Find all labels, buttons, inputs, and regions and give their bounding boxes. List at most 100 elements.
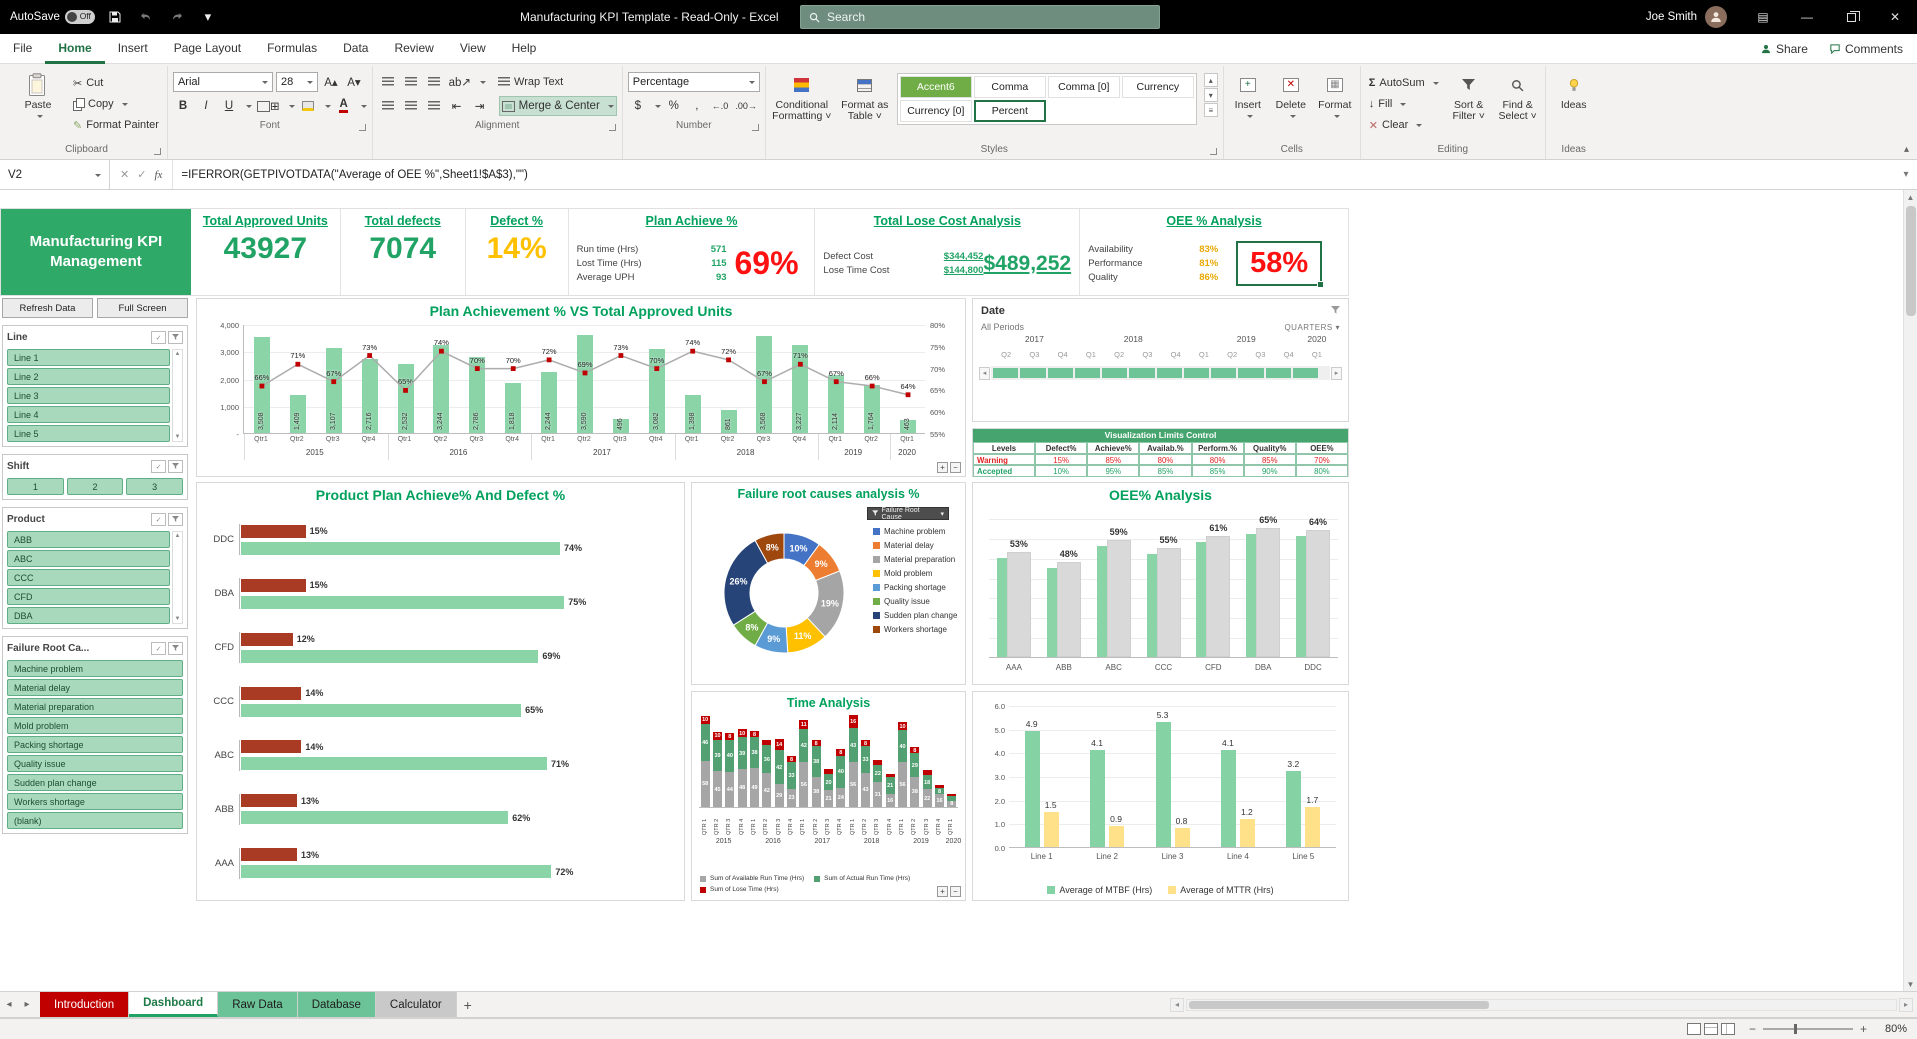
cancel-formula-button[interactable]: ✕ <box>120 168 129 181</box>
clear-button[interactable]: ✕Clear <box>1366 115 1442 135</box>
slicer-scrollbar[interactable]: ▲▼ <box>172 349 183 442</box>
italic-button[interactable]: I <box>196 96 216 116</box>
sheet-tab-introduction[interactable]: Introduction <box>40 992 129 1017</box>
underline-button[interactable]: U <box>219 96 239 116</box>
slicer-item-material-delay[interactable]: Material delay <box>7 679 183 696</box>
slicer-item-dba[interactable]: DBA <box>7 607 170 624</box>
zoom-slider[interactable] <box>1763 1028 1853 1030</box>
clipboard-dialog-launcher[interactable] <box>154 148 161 155</box>
zoom-level[interactable]: 80% <box>1877 1023 1907 1035</box>
slicer-item-line-2[interactable]: Line 2 <box>7 368 170 385</box>
collapse-field-button[interactable]: − <box>950 462 961 473</box>
scroll-right-arrow[interactable]: ▸ <box>1899 998 1913 1012</box>
zoom-out-button[interactable]: − <box>1749 1022 1756 1036</box>
timeline-scroll-right[interactable]: ▸ <box>1331 367 1342 380</box>
scroll-up-arrow[interactable]: ▲ <box>175 533 181 539</box>
vertical-scrollbar[interactable]: ▲ ▼ <box>1903 190 1917 991</box>
delete-cells-button[interactable]: ✕ Delete <box>1272 69 1310 119</box>
share-button[interactable]: Share <box>1761 42 1808 56</box>
chart-product-plan[interactable]: Product Plan Achieve% And Defect %DDC15%… <box>196 482 685 901</box>
date-timeline-panel[interactable]: DateAll PeriodsQUARTERS ▾201720182019202… <box>972 298 1349 422</box>
ribbon-display-options-button[interactable]: ▤ <box>1741 0 1785 34</box>
vertical-scroll-thumb[interactable] <box>1906 206 1916 316</box>
align-left-button[interactable] <box>378 96 398 116</box>
styles-scroll-up[interactable]: ▴ <box>1204 73 1218 87</box>
slicer-item-packing-shortage[interactable]: Packing shortage <box>7 736 183 753</box>
font-size-select[interactable]: 28 <box>276 72 318 92</box>
ribbon-tab-insert[interactable]: Insert <box>105 34 161 64</box>
normal-view-button[interactable] <box>1687 1023 1701 1035</box>
increase-decimal-button[interactable]: ←.0 <box>710 96 731 116</box>
top-align-button[interactable] <box>378 72 398 92</box>
name-box[interactable]: V2 <box>0 160 110 189</box>
slicer-item-quality-issue[interactable]: Quality issue <box>7 755 183 772</box>
slicer-item-line-4[interactable]: Line 4 <box>7 406 170 423</box>
scroll-left-arrow[interactable]: ◂ <box>1170 998 1184 1012</box>
enter-formula-button[interactable]: ✓ <box>137 168 146 181</box>
multi-select-icon[interactable]: ✓ <box>151 460 166 473</box>
font-color-button[interactable]: A <box>334 96 354 116</box>
merge-center-button[interactable]: Merge & Center <box>499 96 617 116</box>
expand-formula-bar-button[interactable]: ▾ <box>1895 160 1917 189</box>
page-layout-view-button[interactable] <box>1704 1023 1718 1035</box>
middle-align-button[interactable] <box>401 72 421 92</box>
align-center-button[interactable] <box>401 96 421 116</box>
multi-select-icon[interactable]: ✓ <box>151 513 166 526</box>
failure-root-cause-filter-button[interactable]: Failure Root Cause▾ <box>867 507 949 520</box>
font-dialog-launcher[interactable] <box>359 124 366 131</box>
slicer-item-line-1[interactable]: Line 1 <box>7 349 170 366</box>
ribbon-tab-page-layout[interactable]: Page Layout <box>161 34 254 64</box>
conditional-formatting-button[interactable]: Conditional Formatting ˅ <box>771 69 833 122</box>
timeline-quarter-block[interactable] <box>1020 368 1045 378</box>
button-refresh-data[interactable]: Refresh Data <box>2 298 93 318</box>
percent-style-button[interactable]: % <box>664 96 684 116</box>
scroll-down-arrow[interactable]: ▼ <box>1907 977 1915 991</box>
zoom-in-button[interactable]: + <box>1860 1022 1867 1036</box>
shrink-font-button[interactable]: A▾ <box>344 72 364 92</box>
insert-cells-button[interactable]: + Insert <box>1229 69 1267 119</box>
bottom-align-button[interactable] <box>424 72 444 92</box>
borders-button[interactable]: ⊞ <box>255 96 282 116</box>
scroll-down-arrow[interactable]: ▼ <box>175 616 181 622</box>
fill-color-button[interactable] <box>298 96 318 116</box>
styles-more[interactable]: ≡ <box>1204 103 1218 117</box>
grow-font-button[interactable]: A▴ <box>321 72 341 92</box>
cell-style-currency-0[interactable]: Currency [0] <box>900 100 972 122</box>
sheet-nav-left[interactable]: ◂ <box>0 992 18 1017</box>
cell-style-percent[interactable]: Percent <box>974 100 1046 122</box>
slicer-item-material-preparation[interactable]: Material preparation <box>7 698 183 715</box>
ribbon-tab-formulas[interactable]: Formulas <box>254 34 330 64</box>
slicer-item-mold-problem[interactable]: Mold problem <box>7 717 183 734</box>
slicer-item-sudden-plan-change[interactable]: Sudden plan change <box>7 774 183 791</box>
slicer-item-1[interactable]: 1 <box>7 478 64 495</box>
multi-select-icon[interactable]: ✓ <box>151 642 166 655</box>
number-format-select[interactable]: Percentage <box>628 72 760 92</box>
slicer-item-ccc[interactable]: CCC <box>7 569 170 586</box>
horizontal-scroll-thumb[interactable] <box>1189 1001 1489 1009</box>
expand-field-button[interactable]: + <box>937 886 948 897</box>
fill-button[interactable]: ↓Fill <box>1366 94 1442 114</box>
format-cells-button[interactable]: ▦ Format <box>1315 69 1355 119</box>
minimize-button[interactable]: — <box>1785 0 1829 34</box>
collapse-ribbon-button[interactable]: ▴ <box>1904 144 1909 155</box>
slicer-item-blank[interactable]: (blank) <box>7 812 183 829</box>
comma-style-button[interactable]: , <box>687 96 707 116</box>
timeline-quarter-block[interactable] <box>1075 368 1100 378</box>
scroll-up-arrow[interactable]: ▲ <box>175 351 181 357</box>
sheet-tab-dashboard[interactable]: Dashboard <box>129 992 218 1017</box>
ribbon-tab-view[interactable]: View <box>447 34 499 64</box>
ribbon-tab-review[interactable]: Review <box>381 34 446 64</box>
insert-function-button[interactable]: fx <box>154 169 162 181</box>
autosave-toggle[interactable]: AutoSave Off <box>10 10 95 24</box>
timeline-quarter-block[interactable] <box>1129 368 1154 378</box>
chart-mtbf-mttr[interactable]: 6.05.04.03.02.01.00.04.91.5Line 14.10.9L… <box>972 691 1349 901</box>
slicer-item-3[interactable]: 3 <box>126 478 183 495</box>
clear-filter-icon[interactable] <box>168 513 183 526</box>
chart-plan-achievement[interactable]: Plan Achievement % VS Total Approved Uni… <box>196 298 966 477</box>
ideas-button[interactable]: Ideas <box>1551 69 1597 111</box>
format-as-table-button[interactable]: Format as Table ˅ <box>838 69 892 122</box>
scroll-down-arrow[interactable]: ▼ <box>175 434 181 440</box>
slicer-item-cfd[interactable]: CFD <box>7 588 170 605</box>
timeline-quarter-block[interactable] <box>1266 368 1291 378</box>
orientation-button[interactable]: ab↗ <box>447 72 473 92</box>
